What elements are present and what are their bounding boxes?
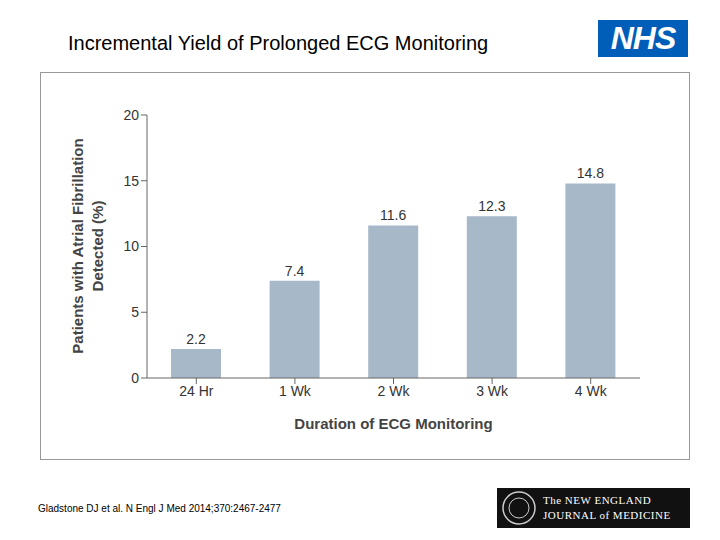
svg-text:12.3: 12.3 — [478, 198, 505, 214]
svg-text:1 Wk: 1 Wk — [279, 383, 312, 399]
html-text:Duration of ECG Monitoring: Duration of ECG Monitoring — [294, 415, 493, 432]
svg-text:4 Wk: 4 Wk — [575, 383, 608, 399]
svg-text:3 Wk: 3 Wk — [476, 383, 509, 399]
html-text:Incremental Yield of Prolonged: Incremental Yield of Prolonged ECG Monit… — [68, 32, 489, 54]
svg-text:24 Hr: 24 Hr — [179, 383, 214, 399]
svg-text:0: 0 — [131, 370, 139, 386]
html-text:The NEW ENGLAND: The NEW ENGLAND — [543, 494, 652, 506]
html-text:Patients with Atrial Fibrillat: Patients with Atrial Fibrillation Detect… — [69, 138, 106, 354]
html-text:Gladstone DJ et al. N Engl J M: Gladstone DJ et al. N Engl J Med 2014;37… — [38, 503, 281, 514]
svg-text:2.2: 2.2 — [186, 331, 206, 347]
svg-text:10: 10 — [123, 238, 139, 254]
html-text:NHS: NHS — [610, 20, 676, 56]
svg-text:2 Wk: 2 Wk — [378, 383, 411, 399]
html-text:JOURNAL of MEDICINE: JOURNAL of MEDICINE — [543, 509, 671, 521]
svg-text:7.4: 7.4 — [285, 263, 305, 279]
svg-text:14.8: 14.8 — [577, 165, 604, 181]
svg-text:11.6: 11.6 — [380, 207, 406, 223]
svg-text:15: 15 — [123, 173, 139, 189]
svg-text:5: 5 — [131, 304, 139, 320]
svg-text:20: 20 — [123, 107, 139, 123]
